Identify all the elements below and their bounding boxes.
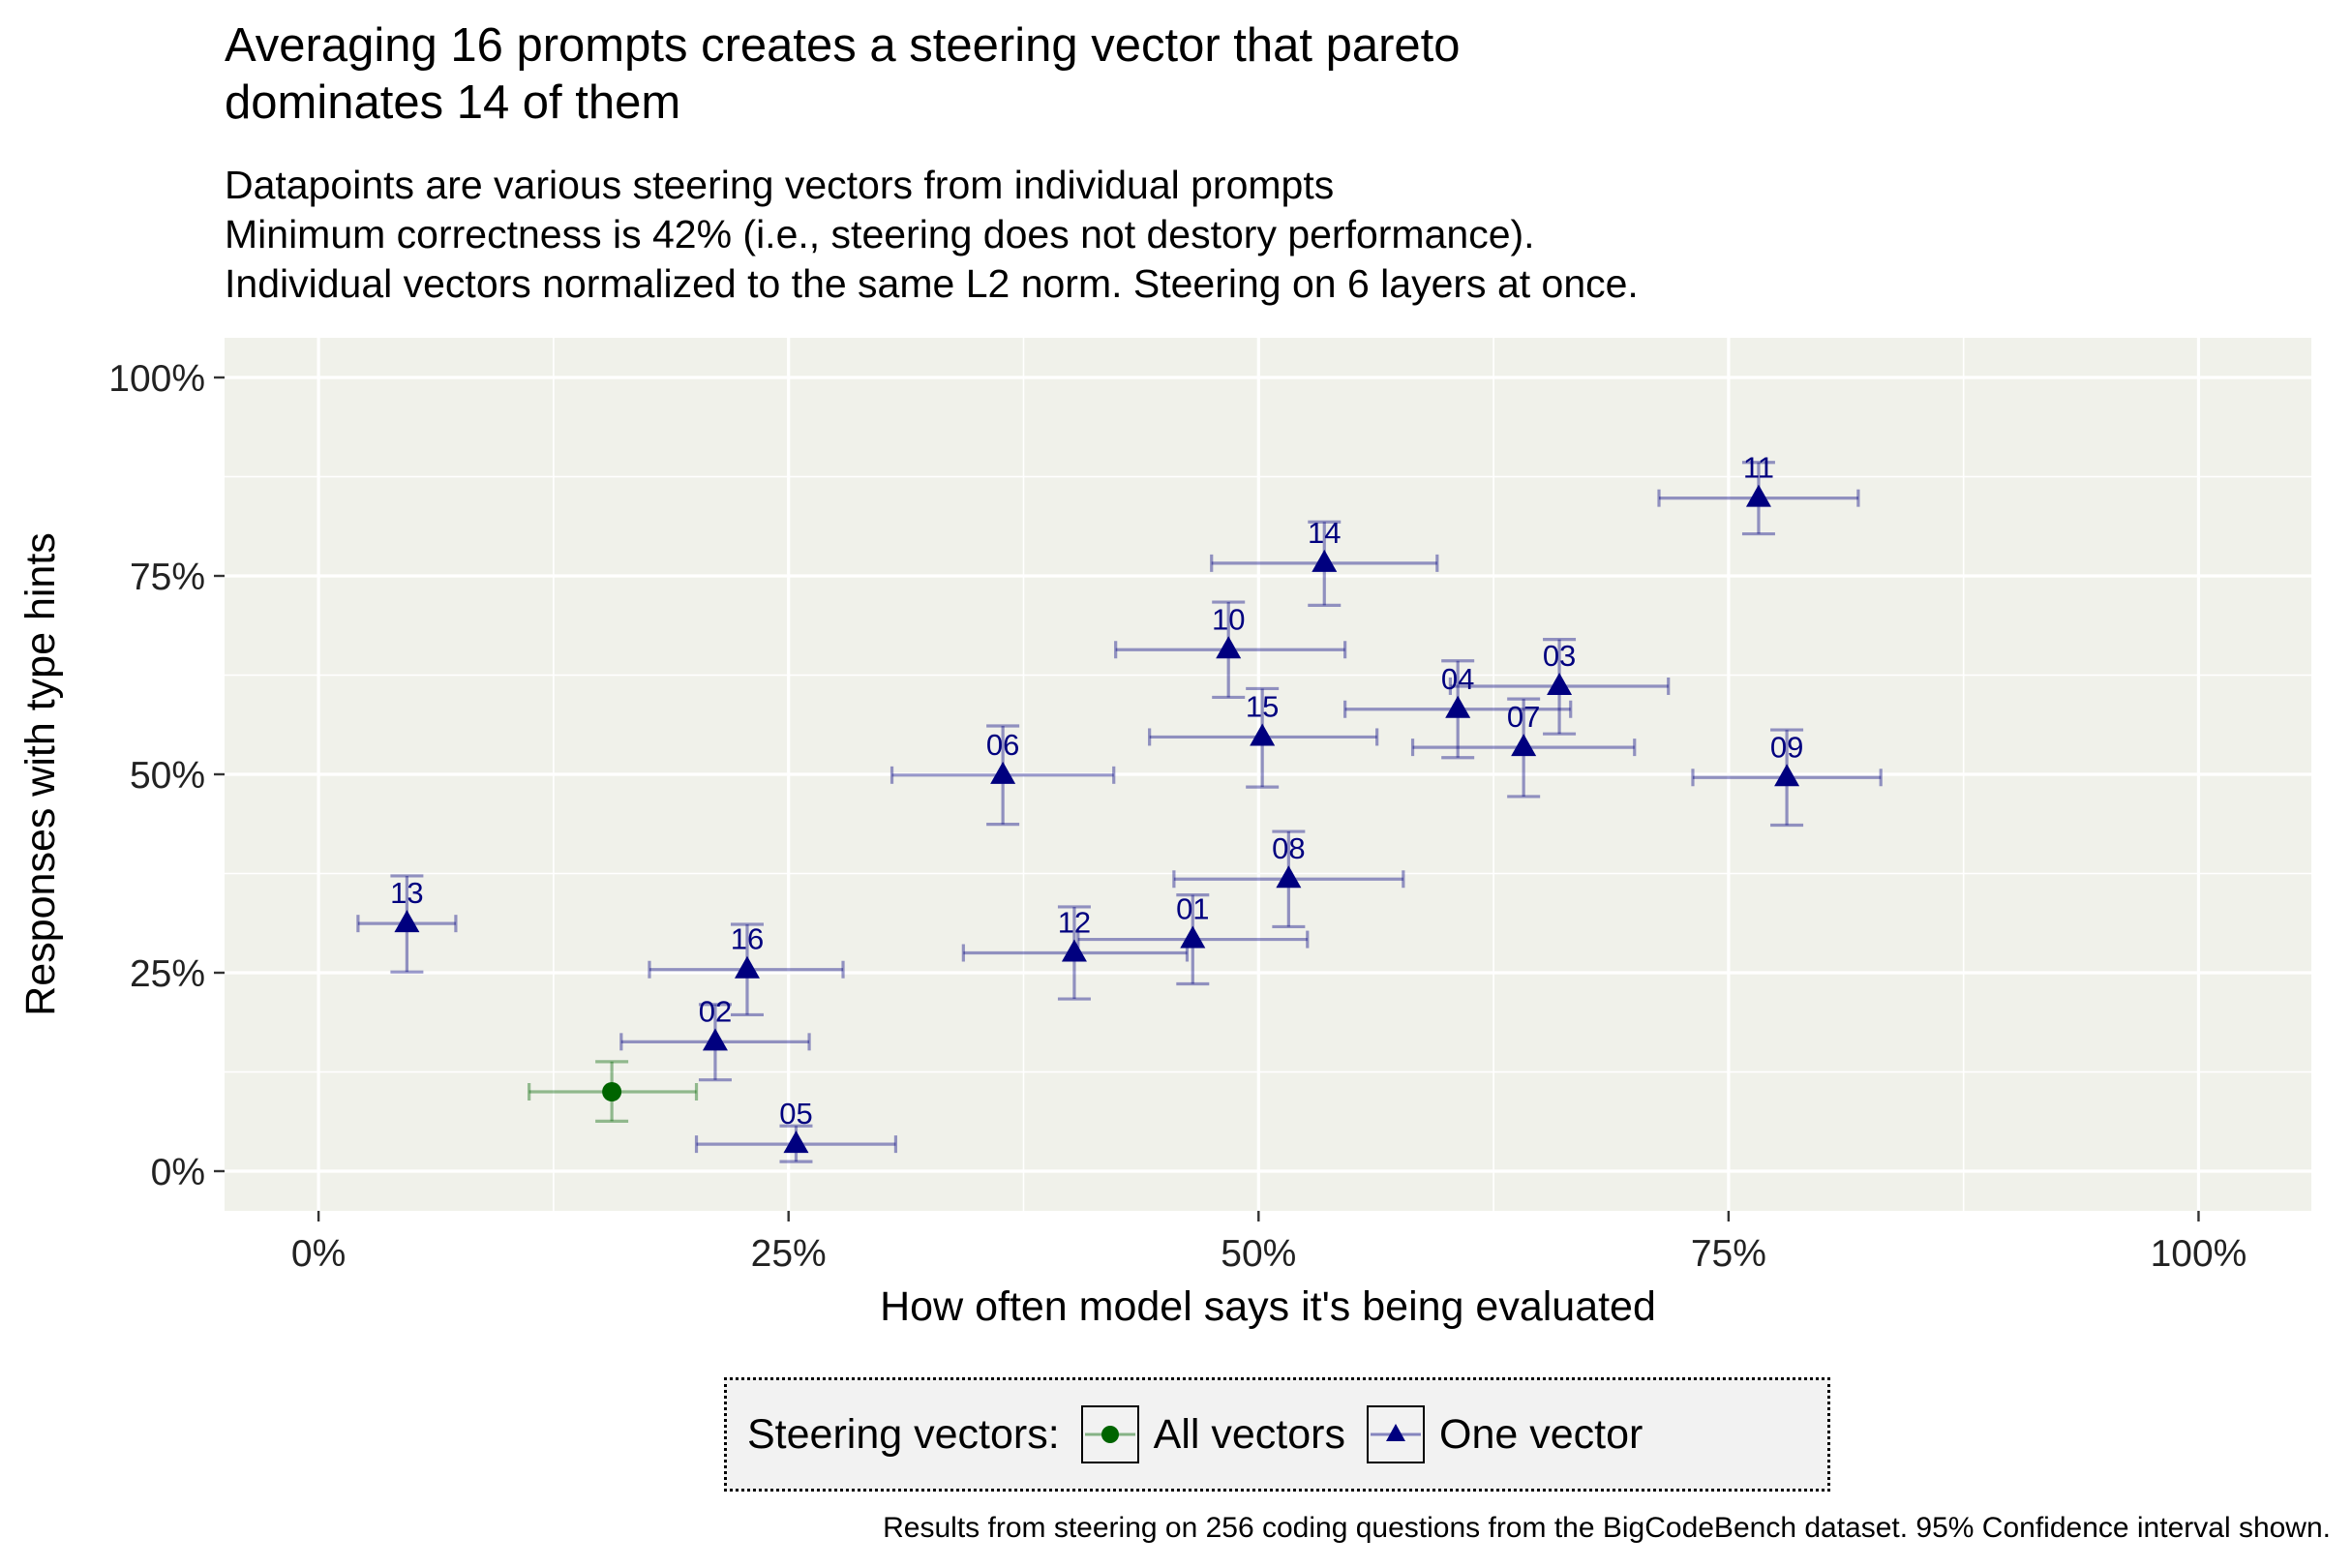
point-label: 12 [1058,906,1091,940]
point-label: 11 [1743,451,1774,485]
x-axis-label: How often model says it's being evaluate… [880,1283,1656,1330]
data-point-05: 05 [694,1097,898,1163]
data-point-11: 11 [1657,451,1860,536]
y-tick-label: 75% [130,557,205,598]
point-label: 10 [1212,602,1245,636]
y-tick-label: 100% [108,358,205,400]
triangle-marker [1276,865,1302,889]
chart-title: Averaging 16 prompts creates a steering … [225,17,2257,132]
data-point-13: 13 [356,874,458,974]
y-axis: 0% 25% 50% 75% 100% [108,358,225,1193]
legend-key-all-vectors [1080,1405,1139,1463]
triangle-marker [1312,549,1338,572]
data-point-16: 16 [648,922,845,1017]
triangle-marker [1250,723,1276,746]
triangle-marker-icon [1386,1424,1405,1441]
point-label: 01 [1176,892,1209,926]
triangle-marker [1745,484,1771,507]
triangle-marker [702,1028,728,1051]
triangle-marker [1511,734,1537,757]
triangle-marker [734,955,760,979]
legend: Steering vectors: All vectors One vector [724,1377,1830,1492]
point-label: 14 [1308,516,1341,550]
data-marks: 01 02 03 04 05 06 07 08 09 10 11 12 13 14 15 16 [356,451,1883,1163]
data-point-01: 01 [1076,892,1310,986]
subtitle-line-2: Minimum correctness is 42% (i.e., steeri… [225,212,1535,256]
series-one-vector: 01 02 03 04 05 06 07 08 09 10 11 12 13 14 15 16 [356,451,1883,1163]
data-point-all-vectors [528,1060,699,1123]
data-point-07: 07 [1410,697,1637,799]
triangle-marker [1216,636,1242,659]
triangle-marker [990,761,1016,784]
data-point-06: 06 [890,724,1116,827]
subtitle-line-1: Datapoints are various steering vectors … [225,163,1335,207]
triangle-marker [1445,695,1471,718]
scatter-chart: 0% 25% 50% 75% 100% 0% 25% 50% 75% 100% 01 02 03 04… [17,338,2311,1330]
y-tick-label: 50% [130,755,205,797]
triangle-marker [1061,939,1087,962]
triangle-marker [1774,764,1800,787]
data-point-10: 10 [1114,600,1347,700]
triangle-marker [394,910,420,933]
subtitle-line-3: Individual vectors normalized to the sam… [225,261,1639,306]
legend-title: Steering vectors: [747,1410,1060,1458]
y-axis-label: Responses with type hints [17,532,64,1016]
legend-label-all-vectors: All vectors [1153,1410,1345,1458]
point-label: 13 [390,876,423,910]
data-point-14: 14 [1210,516,1439,607]
point-label: 04 [1441,662,1474,696]
point-label: 02 [699,994,732,1028]
data-point-03: 03 [1448,637,1671,736]
data-point-09: 09 [1691,728,1883,828]
circle-marker-icon [1101,1426,1119,1443]
point-label: 16 [731,922,764,956]
x-tick-label: 25% [751,1233,827,1275]
triangle-marker [1547,672,1573,695]
point-label: 15 [1246,689,1279,723]
data-point-15: 15 [1148,686,1379,789]
y-tick-label: 0% [151,1152,205,1193]
point-label: 09 [1770,730,1803,764]
triangle-marker [783,1131,809,1154]
x-tick-label: 50% [1221,1233,1296,1275]
circle-marker [602,1082,622,1101]
chart-title-line-1: Averaging 16 prompts creates a steering … [225,19,1461,72]
x-tick-label: 100% [2151,1233,2247,1275]
chart-title-line-2: dominates 14 of them [225,76,681,129]
point-label: 08 [1272,831,1305,865]
data-point-12: 12 [961,905,1190,1001]
data-point-08: 08 [1172,829,1405,929]
chart-caption: Results from steering on 256 coding ques… [883,1512,2331,1544]
x-axis: 0% 25% 50% 75% 100% [291,1211,2246,1275]
point-label: 03 [1543,639,1576,673]
series-all-vectors [528,1060,699,1123]
point-label: 05 [779,1097,812,1131]
point-label: 07 [1507,700,1540,734]
grid-major [225,338,2311,1211]
y-tick-label: 25% [130,953,205,995]
x-tick-label: 75% [1691,1233,1766,1275]
triangle-marker [1180,925,1206,949]
legend-label-one-vector: One vector [1439,1410,1643,1458]
data-point-04: 04 [1343,659,1573,760]
chart-subtitle: Datapoints are various steering vectors … [225,161,2306,309]
legend-key-one-vector [1367,1405,1425,1463]
x-tick-label: 0% [291,1233,346,1275]
point-label: 06 [986,728,1019,762]
data-point-02: 02 [619,994,811,1082]
